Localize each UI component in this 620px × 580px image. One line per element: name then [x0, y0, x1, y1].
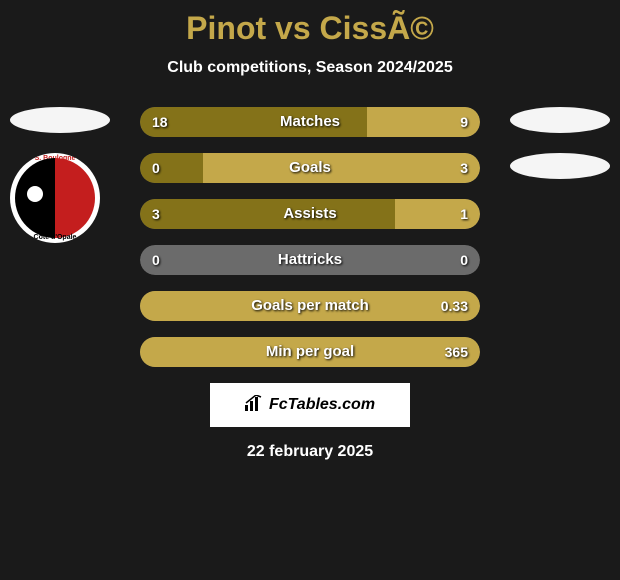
right-player-oval-2: [510, 153, 610, 179]
stat-row: Min per goal365: [140, 337, 480, 367]
date-label: 22 february 2025: [10, 443, 610, 461]
left-club-logo: S. Boulogne Côte d'Opale: [10, 153, 100, 243]
stat-label: Min per goal: [140, 337, 480, 367]
stat-row: 0Goals3: [140, 153, 480, 183]
stat-value-right: 1: [460, 199, 468, 229]
stat-value-right: 3: [460, 153, 468, 183]
fctables-link[interactable]: FcTables.com: [210, 383, 410, 427]
page-title: Pinot vs CissÃ©: [0, 0, 620, 47]
stat-label: Matches: [140, 107, 480, 137]
stat-label: Hattricks: [140, 245, 480, 275]
stat-row: 3Assists1: [140, 199, 480, 229]
stat-value-right: 0.33: [441, 291, 468, 321]
left-player-oval: [10, 107, 110, 133]
stat-row: 0Hattricks0: [140, 245, 480, 275]
stat-row: 18Matches9: [140, 107, 480, 137]
stat-label: Goals per match: [140, 291, 480, 321]
stat-value-right: 9: [460, 107, 468, 137]
chart-icon: [245, 395, 265, 416]
right-player-badges: [510, 107, 610, 199]
stat-label: Goals: [140, 153, 480, 183]
stat-label: Assists: [140, 199, 480, 229]
stat-row: Goals per match0.33: [140, 291, 480, 321]
left-player-badges: S. Boulogne Côte d'Opale: [10, 107, 110, 243]
fctables-label: FcTables.com: [269, 396, 375, 414]
page-subtitle: Club competitions, Season 2024/2025: [0, 59, 620, 77]
right-player-oval-1: [510, 107, 610, 133]
stat-value-right: 0: [460, 245, 468, 275]
club-logo-bottom-text: Côte d'Opale: [10, 234, 100, 241]
stat-value-right: 365: [445, 337, 468, 367]
stats-container: 18Matches90Goals33Assists10Hattricks0Goa…: [140, 107, 480, 367]
comparison-content: S. Boulogne Côte d'Opale 18Matches90Goal…: [0, 107, 620, 461]
